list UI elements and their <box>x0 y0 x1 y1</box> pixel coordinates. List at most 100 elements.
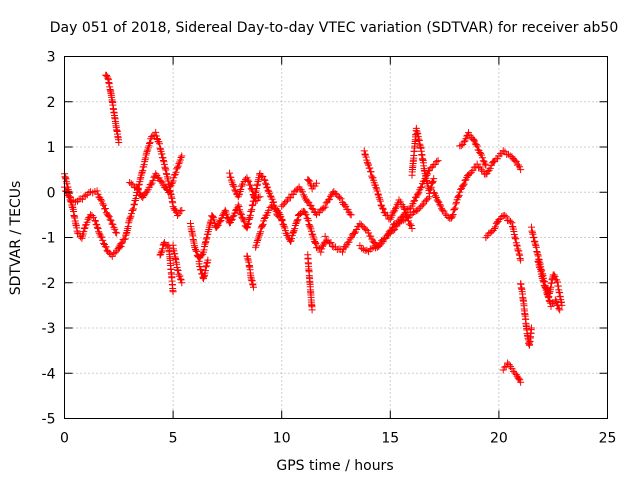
data-point <box>264 186 272 194</box>
data-point <box>98 233 106 241</box>
data-point <box>253 197 261 205</box>
data-point <box>472 141 480 149</box>
data-point <box>133 184 141 192</box>
data-point <box>317 248 325 256</box>
data-point <box>499 366 507 374</box>
data-point <box>177 154 185 162</box>
data-point <box>375 193 383 201</box>
data-point <box>173 266 181 274</box>
data-point <box>235 203 243 211</box>
data-point <box>208 212 216 220</box>
data-point <box>82 221 90 229</box>
y-tick-label: 2 <box>47 95 56 111</box>
data-point <box>173 164 181 172</box>
data-point <box>281 199 289 207</box>
data-point <box>517 166 525 174</box>
y-tick-label: -2 <box>42 276 56 292</box>
data-point <box>245 177 253 185</box>
data-point <box>95 229 103 237</box>
data-point <box>448 212 456 220</box>
data-point <box>259 173 267 181</box>
data-point <box>269 201 277 209</box>
data-point <box>511 157 519 165</box>
data-point <box>400 204 408 212</box>
data-point <box>255 193 263 201</box>
data-point <box>157 248 165 256</box>
data-point <box>308 306 316 314</box>
data-point <box>552 297 560 305</box>
data-point <box>379 236 387 244</box>
data-point <box>543 289 551 297</box>
data-point <box>210 216 218 224</box>
data-point <box>346 235 354 243</box>
data-point <box>541 283 549 291</box>
data-point <box>457 185 465 193</box>
data-point <box>304 176 312 184</box>
data-point <box>172 168 180 176</box>
data-point <box>175 210 183 218</box>
chart-title: Day 051 of 2018, Sidereal Day-to-day VTE… <box>50 20 619 36</box>
data-point <box>392 205 400 213</box>
data-point <box>359 245 367 253</box>
data-point <box>227 216 235 224</box>
data-point <box>345 238 353 246</box>
data-point <box>278 202 286 210</box>
data-point <box>471 137 479 145</box>
data-point <box>501 211 509 219</box>
data-point <box>418 201 426 209</box>
data-point <box>427 164 435 172</box>
y-tick-label: -3 <box>42 321 56 337</box>
data-point <box>213 222 221 230</box>
data-point <box>396 218 404 226</box>
data-point <box>477 149 485 157</box>
data-point <box>173 212 181 220</box>
data-point <box>155 140 163 148</box>
data-point <box>111 249 119 257</box>
data-point <box>104 212 112 220</box>
data-point <box>178 206 186 214</box>
data-point <box>427 185 435 193</box>
data-point <box>231 186 239 194</box>
data-point <box>165 187 173 195</box>
data-point <box>440 207 448 215</box>
data-point <box>379 205 387 213</box>
data-point <box>147 133 155 141</box>
data-point <box>93 187 101 195</box>
data-point <box>237 186 245 194</box>
data-point <box>197 252 205 260</box>
data-point <box>239 214 247 222</box>
data-point <box>414 190 422 198</box>
data-point <box>219 211 227 219</box>
data-point <box>291 225 299 233</box>
y-tick-label: 0 <box>47 185 56 201</box>
data-point <box>498 150 506 158</box>
data-point <box>325 195 333 203</box>
data-point <box>93 223 101 231</box>
data-point <box>128 210 136 218</box>
y-tick-label: 1 <box>47 140 56 156</box>
data-point <box>94 225 102 233</box>
data-point <box>374 190 382 198</box>
data-point <box>501 363 509 371</box>
data-point <box>100 239 108 247</box>
data-point <box>289 190 297 198</box>
data-point <box>509 367 517 375</box>
data-point <box>152 128 160 136</box>
data-point <box>109 220 117 228</box>
x-tick-label: 5 <box>169 431 178 447</box>
data-point <box>450 205 458 213</box>
data-point <box>101 205 109 213</box>
data-point <box>436 201 444 209</box>
data-point <box>102 243 110 251</box>
data-point <box>415 204 423 212</box>
data-point <box>105 213 113 221</box>
data-point <box>527 324 535 332</box>
data-point <box>417 203 425 211</box>
data-point <box>115 138 123 146</box>
data-point <box>378 204 386 212</box>
data-point <box>147 181 155 189</box>
data-point <box>198 251 206 259</box>
data-point <box>502 213 510 221</box>
data-point <box>117 240 125 248</box>
